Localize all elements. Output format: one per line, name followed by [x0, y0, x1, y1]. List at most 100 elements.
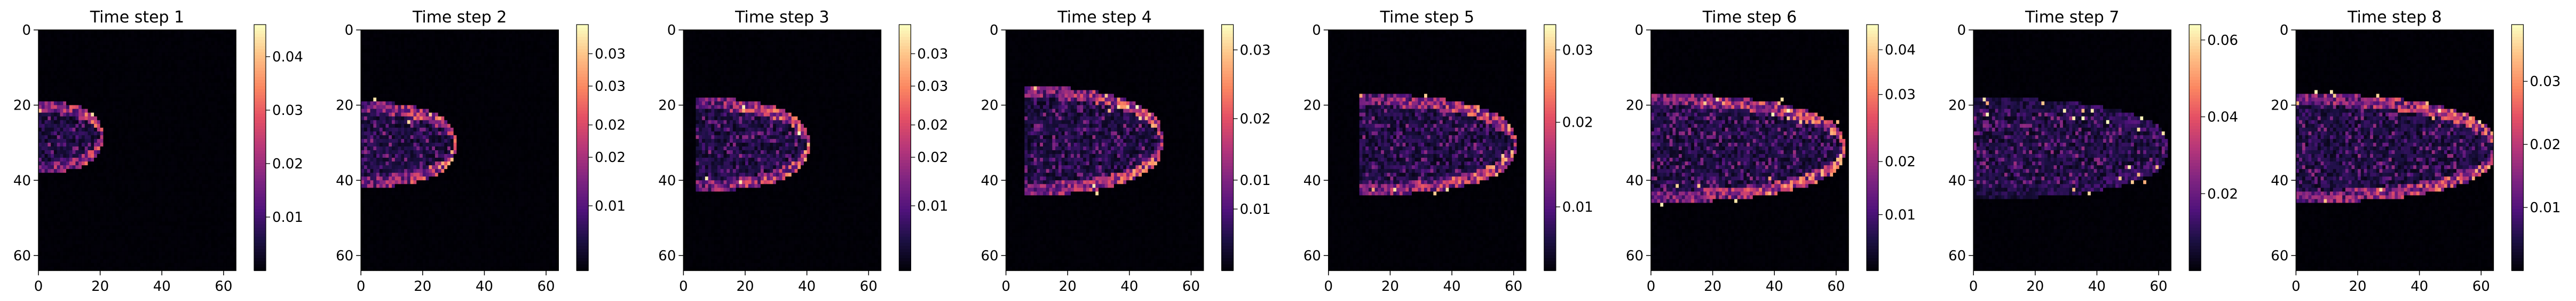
- heatmap-cell: [171, 244, 175, 249]
- heatmap-cell: [202, 184, 205, 188]
- heatmap-cell: [202, 150, 205, 155]
- heatmap-cell: [475, 64, 478, 68]
- heatmap-cell: [416, 30, 420, 34]
- heatmap-cell: [51, 176, 54, 181]
- heatmap-cell: [487, 30, 491, 34]
- heatmap-cell: [106, 86, 109, 90]
- heatmap-cell: [184, 90, 187, 95]
- heatmap-cell: [57, 132, 60, 136]
- heatmap-cell: [410, 37, 414, 42]
- heatmap-cell: [500, 37, 503, 42]
- heatmap-cell: [109, 244, 113, 249]
- heatmap-cell: [168, 37, 171, 42]
- heatmap-cell: [153, 117, 156, 121]
- heatmap-cell: [140, 165, 144, 169]
- heatmap-cell: [497, 41, 500, 45]
- heatmap-cell: [140, 82, 144, 87]
- heatmap-cell: [174, 109, 177, 113]
- heatmap-cell: [215, 195, 218, 199]
- heatmap-cell: [116, 211, 119, 215]
- heatmap-cell: [184, 98, 187, 102]
- heatmap-cell: [456, 41, 460, 45]
- heatmap-cell: [217, 75, 220, 79]
- heatmap-cell: [116, 237, 119, 241]
- heatmap-cell: [385, 75, 389, 79]
- heatmap-cell: [193, 102, 196, 106]
- heatmap-cell: [174, 143, 177, 147]
- heatmap-cell: [75, 98, 78, 102]
- heatmap-cell: [413, 30, 416, 34]
- heatmap-cell: [63, 165, 66, 169]
- heatmap-cell: [137, 252, 140, 256]
- heatmap-cell: [202, 256, 205, 260]
- heatmap-cell: [180, 154, 184, 158]
- heatmap-cell: [361, 30, 364, 34]
- heatmap-cell: [156, 146, 159, 151]
- heatmap-cell: [441, 67, 445, 72]
- heatmap-cell: [180, 37, 184, 42]
- heatmap-cell: [97, 218, 100, 222]
- heatmap-cell: [171, 203, 175, 207]
- heatmap-cell: [180, 120, 184, 125]
- heatmap-cell: [165, 71, 168, 75]
- heatmap-cell: [177, 128, 180, 132]
- heatmap-cell: [165, 82, 168, 87]
- heatmap-cell: [94, 37, 97, 42]
- heatmap-cell: [494, 34, 497, 38]
- heatmap-cell: [383, 71, 386, 75]
- heatmap-cell: [42, 161, 45, 166]
- heatmap-cell: [227, 75, 230, 79]
- heatmap-cell: [75, 146, 78, 151]
- heatmap-cell: [168, 49, 171, 53]
- heatmap-cell: [73, 30, 76, 34]
- heatmap-cell: [506, 60, 509, 64]
- heatmap-cell: [69, 195, 73, 199]
- heatmap-cell: [97, 214, 100, 219]
- heatmap-cell: [140, 226, 144, 230]
- heatmap-cell: [134, 191, 137, 196]
- heatmap-cell: [208, 94, 211, 98]
- heatmap-cell: [63, 203, 66, 207]
- heatmap-cell: [199, 158, 202, 162]
- heatmap-cell: [116, 214, 119, 219]
- heatmap-cell: [144, 214, 147, 219]
- heatmap-cell: [227, 195, 230, 199]
- heatmap-cell: [451, 56, 454, 60]
- heatmap-cell: [118, 124, 122, 128]
- heatmap-cell: [78, 98, 82, 102]
- heatmap-cell: [69, 150, 73, 155]
- heatmap-cell: [78, 259, 82, 264]
- heatmap-cell: [156, 79, 159, 83]
- heatmap-cell: [189, 135, 193, 140]
- heatmap-cell: [177, 98, 180, 102]
- heatmap-cell: [57, 90, 60, 95]
- heatmap-cell: [500, 45, 503, 49]
- heatmap-cell: [156, 222, 159, 226]
- heatmap-cell: [211, 45, 215, 49]
- heatmap-cell: [118, 218, 122, 222]
- heatmap-cell: [131, 180, 134, 184]
- heatmap-cell: [149, 241, 153, 245]
- heatmap-cell: [531, 37, 534, 42]
- heatmap-cell: [159, 79, 162, 83]
- heatmap-cell: [435, 30, 438, 34]
- heatmap-cell: [106, 203, 109, 207]
- heatmap-cell: [51, 206, 54, 211]
- heatmap-cell: [109, 241, 113, 245]
- heatmap-cell: [73, 214, 76, 219]
- heatmap-cell: [184, 86, 187, 90]
- heatmap-cell: [106, 90, 109, 95]
- heatmap-cell: [177, 237, 180, 241]
- heatmap-cell: [48, 52, 51, 57]
- heatmap-cell: [227, 180, 230, 184]
- heatmap-cell: [177, 132, 180, 136]
- heatmap-cell: [515, 49, 518, 53]
- heatmap-cell: [48, 248, 51, 252]
- heatmap-cell: [137, 94, 140, 98]
- heatmap-cell: [184, 259, 187, 264]
- heatmap-cell: [156, 37, 159, 42]
- heatmap-cell: [380, 37, 383, 42]
- heatmap-cell: [140, 158, 144, 162]
- heatmap-cell: [113, 75, 116, 79]
- heatmap-cell: [54, 139, 57, 143]
